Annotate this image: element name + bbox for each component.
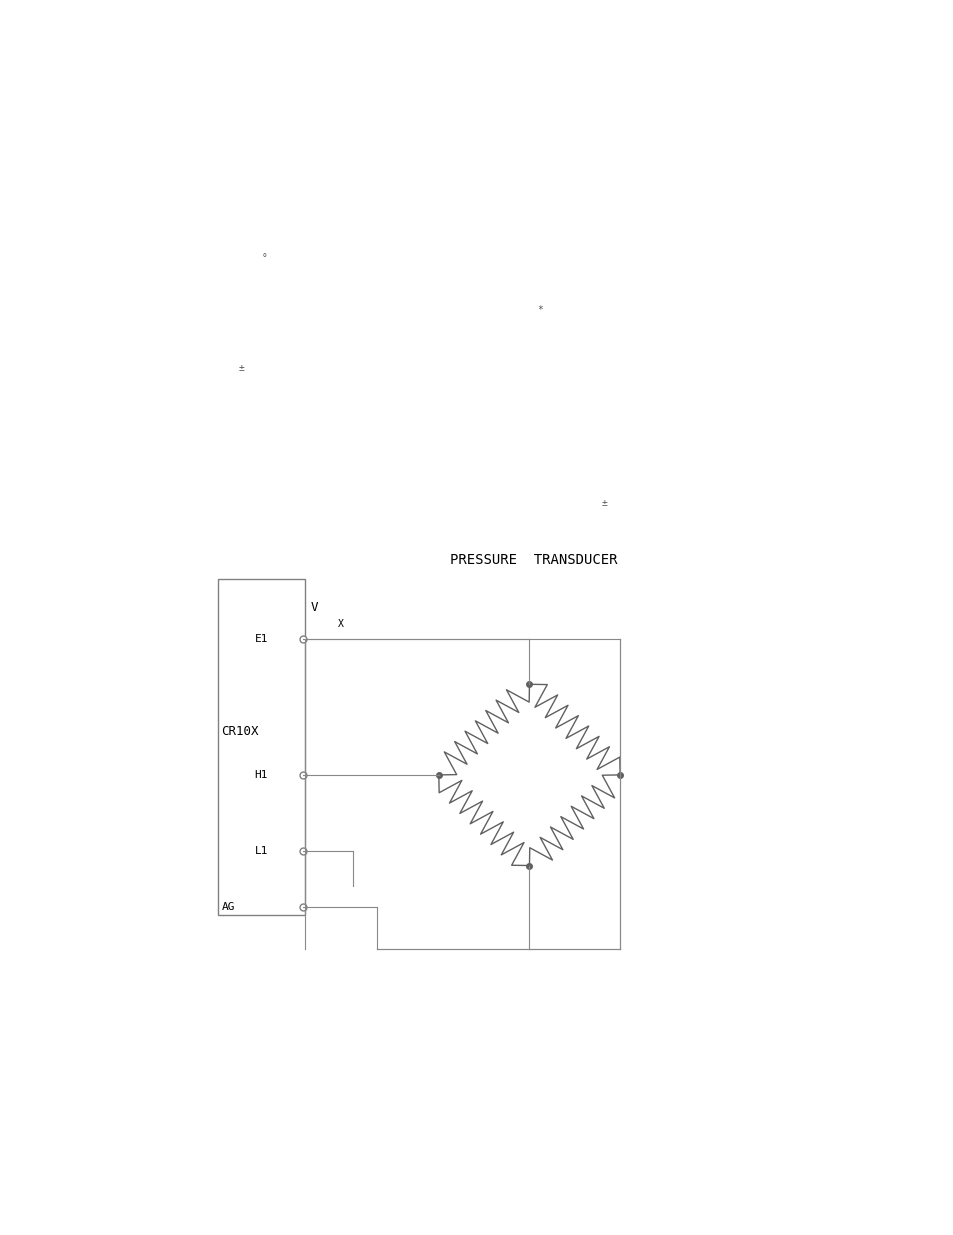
Text: PRESSURE  TRANSDUCER: PRESSURE TRANSDUCER <box>450 553 618 567</box>
Text: ±: ± <box>238 363 244 373</box>
Text: °: ° <box>261 253 267 263</box>
Text: CR10X: CR10X <box>221 725 258 739</box>
Text: L1: L1 <box>254 846 268 856</box>
Text: *: * <box>537 305 542 315</box>
Text: ±: ± <box>601 498 607 508</box>
Text: X: X <box>337 620 343 630</box>
Text: V: V <box>311 601 318 615</box>
Text: E1: E1 <box>254 635 268 645</box>
Text: AG: AG <box>221 902 234 911</box>
FancyBboxPatch shape <box>217 579 305 915</box>
Text: H1: H1 <box>254 769 268 781</box>
